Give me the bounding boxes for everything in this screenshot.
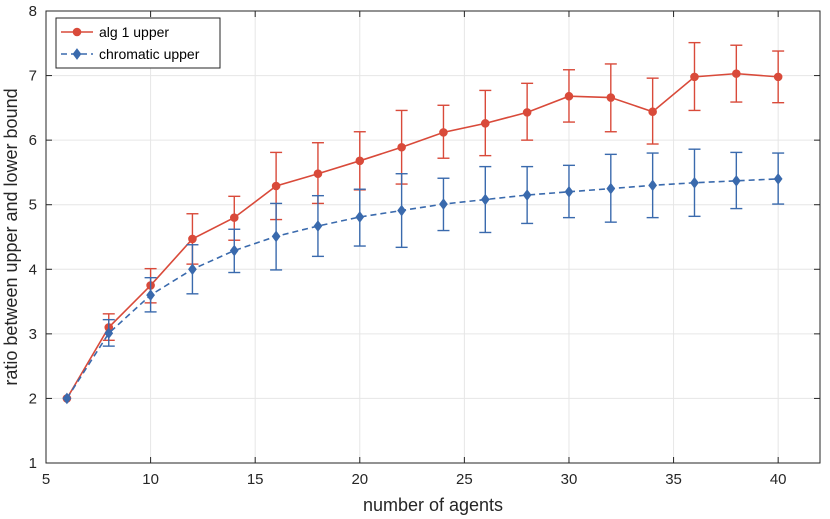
data-point <box>522 189 532 201</box>
series-line <box>66 72 779 399</box>
data-point <box>271 230 281 243</box>
y-tick-label: 7 <box>29 68 37 85</box>
data-point <box>397 204 406 217</box>
data-point <box>732 69 741 78</box>
x-tick-label: 10 <box>142 471 159 488</box>
data-point <box>606 93 616 102</box>
legend: alg 1 upper chromatic upper <box>55 17 221 69</box>
x-tick-label: 5 <box>42 471 50 488</box>
data-point <box>522 108 532 117</box>
data-point <box>104 327 114 340</box>
y-tick-label: 8 <box>29 3 37 20</box>
x-axis-label: number of agents <box>363 495 503 515</box>
data-point <box>355 211 365 223</box>
x-tick-label: 20 <box>351 471 368 488</box>
tick-labels: 5 10 15 20 25 30 35 40 1 2 3 4 5 6 7 8 <box>29 3 787 488</box>
y-tick-label: 3 <box>29 326 37 343</box>
data-point <box>480 119 490 128</box>
plot-background <box>46 11 820 463</box>
y-tick-label: 1 <box>29 455 37 472</box>
data-point <box>313 169 323 179</box>
y-tick-label: 4 <box>29 261 37 278</box>
data-point <box>731 174 741 187</box>
data-point <box>188 234 197 244</box>
data-point <box>480 193 490 206</box>
x-tick-label: 15 <box>247 471 264 488</box>
legend-label-alg1: alg 1 upper <box>99 24 169 40</box>
y-tick-label: 5 <box>29 197 37 214</box>
data-point <box>62 392 72 405</box>
data-point <box>439 128 448 137</box>
data-point <box>397 142 406 152</box>
series-chromatic-upper <box>62 148 785 405</box>
data-point <box>229 244 239 257</box>
data-point <box>564 91 574 101</box>
legend-label-chromatic: chromatic upper <box>99 46 200 62</box>
data-point <box>690 72 699 82</box>
data-point <box>648 179 658 192</box>
data-point <box>355 156 365 166</box>
x-tick-label: 30 <box>561 471 578 488</box>
data-point <box>564 185 574 198</box>
legend-marker-chromatic <box>72 48 82 60</box>
data-point <box>773 72 783 82</box>
series-line <box>66 178 779 399</box>
x-tick-label: 35 <box>665 471 682 488</box>
data-point <box>146 289 155 301</box>
data-point <box>606 182 616 195</box>
data-point <box>648 107 657 117</box>
y-tick-label: 2 <box>29 390 37 407</box>
x-tick-label: 25 <box>456 471 473 488</box>
axes-box <box>45 10 821 464</box>
legend-marker-alg1 <box>72 27 82 37</box>
axes <box>45 10 821 464</box>
data-point <box>690 176 699 189</box>
data-point <box>188 263 197 276</box>
y-tick-label: 6 <box>29 132 37 149</box>
legend-box <box>55 17 221 69</box>
series <box>62 41 785 405</box>
data-point <box>271 181 281 191</box>
data-point <box>773 173 783 185</box>
x-tick-label: 40 <box>770 471 787 488</box>
y-axis-label: ratio between upper and lower bound <box>1 88 21 385</box>
data-point <box>439 198 448 210</box>
data-point <box>229 213 239 222</box>
data-point <box>313 220 323 232</box>
